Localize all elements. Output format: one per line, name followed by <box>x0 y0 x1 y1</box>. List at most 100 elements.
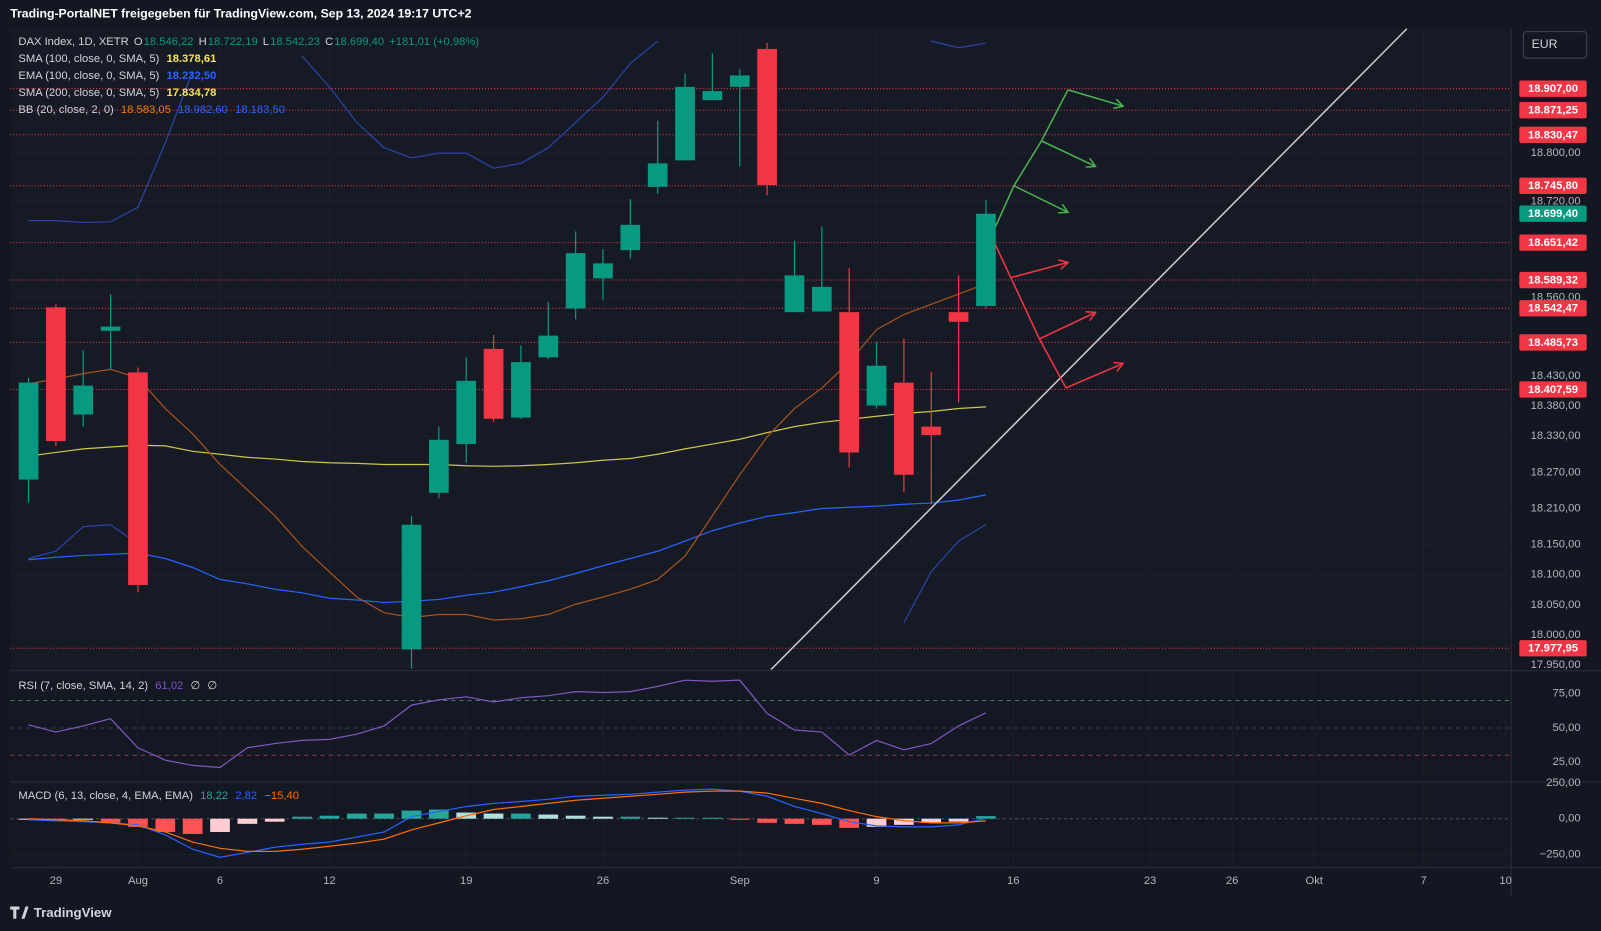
rsi-plot <box>10 671 1512 781</box>
y-tick-label: 18.210,00 <box>1531 502 1581 514</box>
logo-icon <box>10 906 29 919</box>
macd-line <box>28 790 986 852</box>
y-tick-label: 18.330,00 <box>1531 430 1581 442</box>
candle-body <box>73 385 94 415</box>
legend-row: BB (20, close, 2, 0) 18.583,05 18.982,60 18… <box>18 104 285 116</box>
x-tick-label: 23 <box>1144 875 1156 887</box>
macd-histogram-bar <box>647 817 668 819</box>
x-tick-label: 19 <box>460 875 472 887</box>
legend-item: EMA (100, close, 0, SMA, 5) <box>18 70 159 82</box>
y-tick-label: 18.100,00 <box>1531 569 1581 581</box>
candle-body <box>647 163 668 187</box>
level-label-box <box>1519 126 1587 143</box>
macd-histogram-bar <box>374 813 394 819</box>
level-label-box <box>1519 80 1587 97</box>
y-tick-label: 250,00 <box>1546 777 1580 789</box>
level-label-box <box>1519 234 1587 251</box>
bear-path <box>994 244 1067 389</box>
x-tick-label: 6 <box>217 875 223 887</box>
macd-line <box>28 788 987 859</box>
legend-row: MACD (6, 13, close, 4, EMA, EMA) 18,22 2,8… <box>18 790 299 802</box>
x-tick-label: Okt <box>1305 875 1323 887</box>
y-tick-label: 25,00 <box>1552 756 1580 768</box>
candle-body <box>100 326 121 331</box>
macd-histogram-bar <box>620 816 641 819</box>
macd-histogram-bar <box>483 813 504 819</box>
macd-histogram-bar <box>210 818 230 832</box>
candle-body <box>620 224 641 251</box>
legend-row: SMA (100, close, 0, SMA, 5) 18.378,61 <box>18 53 216 65</box>
level-label: 18.871,25 <box>1528 105 1578 117</box>
macd-histogram-bar <box>401 810 422 819</box>
macd-histogram-bar <box>538 814 559 819</box>
candle-body <box>894 382 914 475</box>
legend-item: L <box>263 36 269 48</box>
y-tick-label: 18.720,00 <box>1531 195 1581 207</box>
x-tick-label: Sep <box>730 875 750 887</box>
macd-histogram-bar <box>237 818 258 824</box>
legend-item: 18.183,50 <box>235 104 285 116</box>
candle-body <box>948 312 969 322</box>
legend-item: MACD (6, 13, close, 4, EMA, EMA) <box>18 790 193 802</box>
macd-histogram-bar <box>811 818 832 825</box>
legend-item: 18.542,23 <box>270 36 320 48</box>
drawings <box>770 28 1408 670</box>
y-tick-label: 18.380,00 <box>1531 400 1581 412</box>
y-tick-label: 18.560,00 <box>1531 292 1581 304</box>
macd-histogram-bar <box>757 818 777 823</box>
macd-histogram-bar <box>593 816 613 819</box>
level-label-box <box>1519 381 1587 398</box>
main-plot <box>10 28 1512 670</box>
x-tick-label: Aug <box>128 875 148 887</box>
legend-row: DAX Index, 1D, XETR O18.546,22 H18.722,19 L… <box>18 36 479 48</box>
bull-arrow <box>1041 140 1095 167</box>
y-tick-label: 18.270,00 <box>1531 466 1581 478</box>
x-tick-label: 26 <box>597 875 609 887</box>
x-tick-label: 9 <box>873 875 879 887</box>
legend-item: +181,01 (+0,98%) <box>389 36 479 48</box>
y-tick-label: 18.800,00 <box>1531 147 1581 159</box>
y-tick-label: 18.000,00 <box>1531 629 1581 641</box>
legend-item: SMA (200, close, 0, SMA, 5) <box>18 87 159 99</box>
macd-pane <box>10 782 1512 868</box>
legend-item: 17.834,78 <box>166 87 216 99</box>
currency-button[interactable] <box>1522 31 1588 59</box>
level-label: 18.745,80 <box>1528 180 1578 192</box>
macd-histogram-bar <box>976 816 996 819</box>
logo-text: TradingView <box>34 905 113 920</box>
level-label-box <box>1519 334 1587 351</box>
x-tick-label: 29 <box>50 875 62 887</box>
level-label: 18.830,47 <box>1528 129 1578 141</box>
legend-item: ∅ <box>207 680 217 692</box>
rsi-line <box>28 679 987 769</box>
macd-histogram-bar <box>675 817 695 819</box>
last-price-label: 18.699,40 <box>1528 208 1578 220</box>
candle-body <box>921 426 942 436</box>
y-tick-label: 0,00 <box>1559 813 1581 825</box>
rsi-pane <box>10 671 1512 781</box>
legend-item: 18,22 <box>200 790 228 802</box>
level-label: 18.542,47 <box>1528 303 1578 315</box>
candle-body <box>401 524 422 650</box>
legend-item: O <box>134 36 143 48</box>
candle-body <box>538 335 559 358</box>
bear-arrow <box>1065 363 1123 389</box>
bear-arrow <box>1039 312 1095 340</box>
legend-item: −15,40 <box>264 790 299 802</box>
legend-item: 18.699,40 <box>334 36 384 48</box>
candle-body <box>456 380 477 445</box>
macd-histogram-bar <box>921 818 942 823</box>
macd-histogram-bar <box>73 818 94 820</box>
legend-item: 61,02 <box>155 680 183 692</box>
bull-arrow <box>1067 89 1123 106</box>
level-label-box <box>1519 177 1587 194</box>
x-tick-label: 10 <box>1499 875 1511 887</box>
legend-row: SMA (200, close, 0, SMA, 5) 17.834,78 <box>18 87 216 99</box>
indicator-line <box>28 40 987 224</box>
candle-body <box>18 382 39 480</box>
macd-histogram-bar <box>948 818 969 822</box>
x-tick-label: 26 <box>1226 875 1238 887</box>
macd-histogram-bar <box>128 818 148 827</box>
x-tick-label: 16 <box>1007 875 1019 887</box>
